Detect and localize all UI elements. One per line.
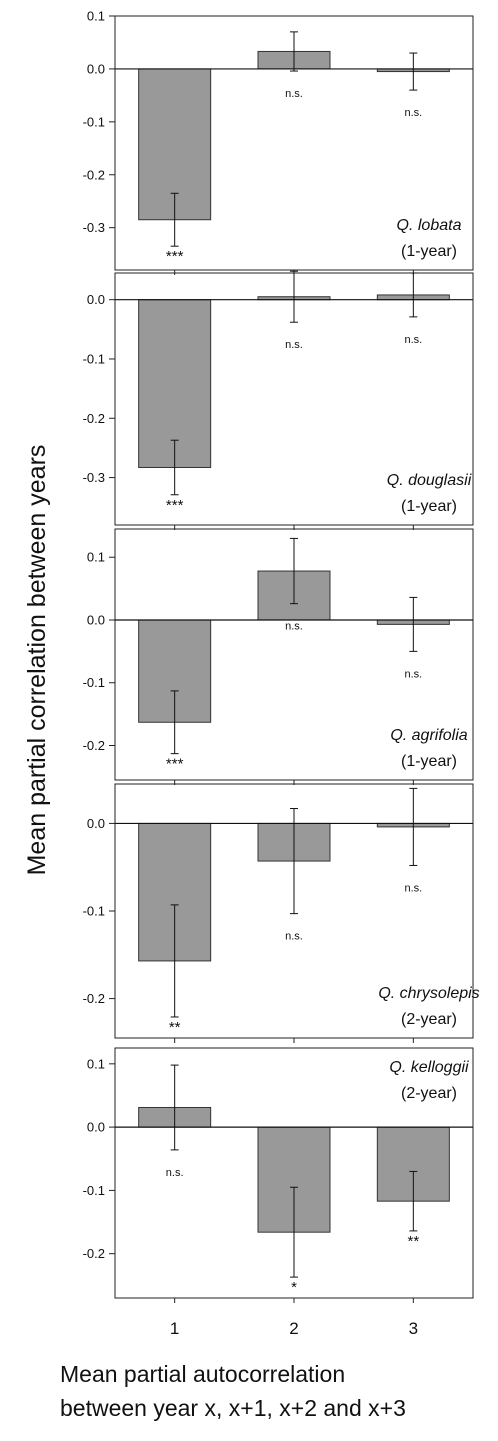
panels: 0.10.0-0.1-0.2-0.3***n.s.n.s.Q. lobata(1… xyxy=(83,9,480,1303)
y-tick-label: -0.1 xyxy=(83,904,105,919)
y-tick-label: -0.1 xyxy=(83,1183,105,1198)
cycle-note-label: (1-year) xyxy=(401,498,457,515)
y-axis-label: Mean partial correlation between years xyxy=(23,445,51,876)
significance-label: n.s. xyxy=(404,334,422,346)
panel-2: 0.0 -0.1 -0.2 -0.3 *** n.s. n.s. Q. douglasii (1… xyxy=(83,270,474,530)
y-tick-label: -0.2 xyxy=(83,411,105,426)
y-tick-label: 0.0 xyxy=(87,1120,105,1135)
y-tick-label: -0.2 xyxy=(83,1246,105,1261)
significance-label: *** xyxy=(166,497,184,514)
significance-label: * xyxy=(291,1279,297,1296)
species-label: Q. agrifolia xyxy=(390,727,467,744)
x-axis-label-line-1: Mean partial autocorrelation xyxy=(60,1361,345,1387)
x-tick-label: 1 xyxy=(170,1319,179,1338)
significance-label: n.s. xyxy=(404,107,422,119)
y-tick-label: -0.2 xyxy=(83,991,105,1006)
cycle-note-label: (1-year) xyxy=(401,753,457,770)
significance-label: n.s. xyxy=(166,1167,184,1179)
y-tick-label: -0.1 xyxy=(83,114,105,129)
y-tick-label: 0.1 xyxy=(87,550,105,565)
y-tick-label: 0.1 xyxy=(87,1056,105,1071)
significance-label: n.s. xyxy=(404,668,422,680)
species-label: Q. lobata xyxy=(397,217,462,234)
significance-label: n.s. xyxy=(285,931,303,943)
y-tick-label: -0.3 xyxy=(83,220,105,235)
y-tick-label: 0.0 xyxy=(87,61,105,76)
x-axis-label-line-2: between year x, x+1, x+2 and x+3 xyxy=(60,1395,406,1421)
species-label: Q. douglasii xyxy=(387,472,472,489)
panel-3: 0.1 0.0 -0.1 -0.2 *** n.s. n.s. Q. agrifolia (1-… xyxy=(83,528,474,785)
significance-label: ** xyxy=(407,1233,419,1250)
x-tick-label: 3 xyxy=(409,1319,418,1338)
cycle-note-label: (1-year) xyxy=(401,243,457,260)
significance-label: *** xyxy=(166,248,184,265)
species-label: Q. chrysolepis xyxy=(378,985,479,1002)
y-tick-label: -0.2 xyxy=(83,738,105,753)
significance-label: n.s. xyxy=(285,339,303,351)
y-tick-label: -0.1 xyxy=(83,675,105,690)
species-label: Q. kelloggii xyxy=(389,1059,469,1076)
significance-label: n.s. xyxy=(285,88,303,100)
panel-1: 0.1 0.0 -0.1 -0.2 -0.3 *** n.s. n.s. Q. lobata (1… xyxy=(83,9,474,275)
y-tick-label: 0.0 xyxy=(87,612,105,627)
bar xyxy=(138,299,212,468)
y-tick-label: -0.3 xyxy=(83,470,105,485)
significance-label: n.s. xyxy=(285,621,303,633)
panel-4: 0.0 -0.1 -0.2 ** n.s. n.s. Q. chrysolepis (2-ye… xyxy=(83,783,480,1043)
y-tick-label: 0.1 xyxy=(87,9,105,24)
significance-label: n.s. xyxy=(404,882,422,894)
x-tick-labels: 1 2 3 xyxy=(170,1319,418,1338)
y-tick-label: -0.1 xyxy=(83,351,105,366)
x-tick-label: 2 xyxy=(289,1319,298,1338)
significance-label: *** xyxy=(166,756,184,773)
y-tick-label: -0.2 xyxy=(83,167,105,182)
y-tick-label: 0.0 xyxy=(87,292,105,307)
y-tick-label: 0.0 xyxy=(87,816,105,831)
significance-label: ** xyxy=(169,1019,181,1036)
cycle-note-label: (2-year) xyxy=(401,1011,457,1028)
cycle-note-label: (2-year) xyxy=(401,1085,457,1102)
panel-5: 0.10.0-0.1-0.2n.s.***Q. kelloggii(2-year… xyxy=(83,1047,474,1303)
